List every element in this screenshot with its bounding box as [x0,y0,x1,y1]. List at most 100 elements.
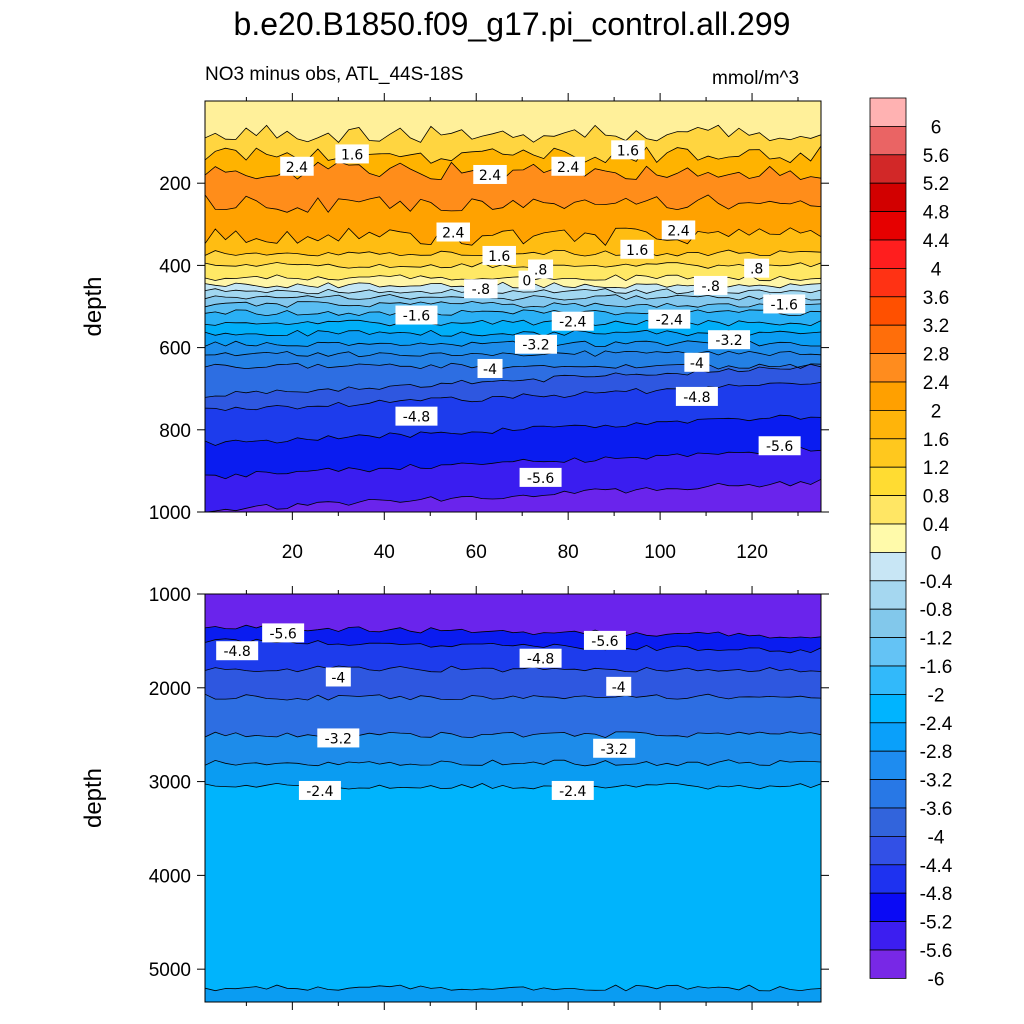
contour-label: 2.4 [473,164,507,184]
plot-frame [204,100,822,513]
contour-label-box [763,294,806,314]
contour-band [205,101,821,143]
contour-label-box [684,352,710,372]
contour-label: -3.2 [514,334,557,354]
colorbar-label: -4.4 [920,856,953,877]
contour-line [205,446,821,480]
contour-line [205,478,821,512]
units-label: mmol/m^3 [712,68,800,89]
contour-line [205,227,821,246]
contour-label-box [675,386,718,406]
colorbar-label: 4 [931,259,942,280]
contour-band [205,330,821,347]
contour-band [205,350,821,369]
contour-label: -3.2 [708,330,751,350]
contour-label-box [620,239,654,259]
y-tick-label: 4000 [149,866,191,887]
colorbar-label: -3.2 [920,771,953,792]
colorbar-swatch [869,409,907,440]
contour-label-box [583,630,626,650]
figure-title: b.e20.B1850.f09_g17.pi_control.all.299 [233,6,791,42]
contour-label-text: -3.2 [715,333,742,349]
contour-label-box [708,330,751,350]
contour-label-text: -3.2 [522,338,549,354]
contour-label-box [593,738,636,758]
colorbar-label: 6 [931,117,942,138]
colorbar-swatch [869,495,907,525]
colorbar-label: -4 [928,827,945,848]
colorbar-swatch [869,892,907,923]
colorbar-label: 4.8 [923,203,949,224]
colorbar-label: -6 [928,969,945,990]
contour-label-box [395,406,438,426]
colorbar-label: 0 [931,543,942,564]
contour-line [205,624,821,639]
contour-label: -2.4 [551,780,594,800]
contour-label-box [216,641,259,661]
colorbar-swatch [869,381,907,411]
contour-panel-1: 1.62.42.42.41.62.4 2.41.6 1.6.8.80-.8 -.8-1… [80,93,829,563]
contour-band [205,624,821,653]
contour-band [205,227,821,256]
colorbar-label: -1.2 [920,629,953,650]
contour-label: -4.8 [216,641,259,661]
x-tick-label: 40 [374,542,395,563]
contour-line [205,363,821,398]
contour-label: -4.8 [395,406,438,426]
colorbar-swatch [869,921,907,951]
colorbar-swatch [869,949,907,979]
contour-label: 1.6 [482,245,516,265]
contour-band [205,161,821,213]
contour-band [205,288,821,301]
contour-label-box [551,156,585,176]
contour-label-text: -5.6 [591,634,618,650]
contour-band [205,594,821,638]
contour-label-box [551,780,594,800]
colorbar-swatch [869,267,907,298]
colorbar-swatch [869,722,907,752]
colorbar-label: 3.2 [923,316,949,337]
contour-band [205,340,821,357]
contour-label: -4.8 [675,386,718,406]
contour-label-box [325,667,351,687]
contour-label: -5.6 [758,436,801,456]
contour-label: 2.4 [436,222,470,242]
contour-label: 1.6 [335,144,369,164]
contour-label-text: 2.4 [286,160,308,176]
contour-label-box [335,144,369,164]
y-tick-label: 600 [159,339,191,360]
colorbar-swatch [869,523,907,553]
colorbar-label: -2.8 [920,742,953,763]
contour-label-box [611,140,645,160]
y-tick-label: 2000 [149,679,191,700]
contour-label-box [482,245,516,265]
contour-line [205,731,821,739]
colorbar-label: -4.8 [920,884,953,905]
y-axis-label: depth [80,768,107,828]
contour-label: -4.8 [519,648,562,668]
contour-fill [205,594,821,1002]
colorbar-swatch [869,836,907,866]
contour-band [205,146,821,180]
contour-label-box [518,270,536,290]
contour-label-text: -4.8 [403,410,430,426]
contour-band [205,415,821,479]
contour-label: -4 [477,358,503,378]
contour-line [205,262,821,269]
contour-label: -2.4 [648,309,691,329]
contour-label: .8 [744,258,770,278]
contour-label: -4 [606,676,632,696]
contour-label-text: 1.6 [617,143,639,159]
contour-label: 1.6 [611,140,645,160]
colorbar-label: 0.4 [923,515,950,536]
contour-label-box [744,258,770,278]
colorbar-label: -2 [928,685,945,706]
contour-band [205,363,821,398]
contour-panel-2: -5.6 -5.6 -4.8 -4.8 -4 -4 -3.2 -3.2 -2.4 -2.4 1000… [80,585,829,1010]
contour-line [205,414,821,446]
contour-label-box [648,309,691,329]
contour-label-text: -4 [690,356,704,372]
contour-label: 1.6 [620,239,654,259]
contour-line [205,350,821,358]
colorbar-swatch [869,779,907,809]
